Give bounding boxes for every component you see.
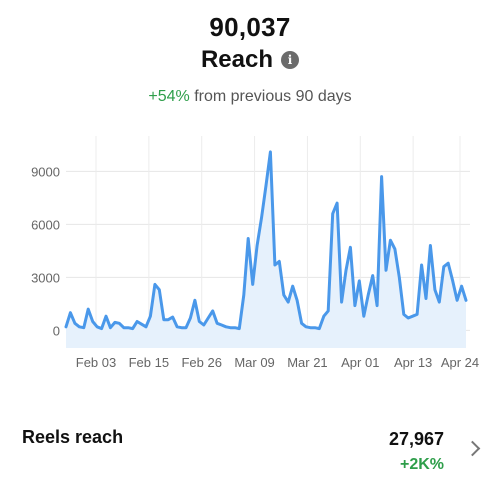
x-tick-label: Apr 01 xyxy=(341,355,379,370)
x-tick-label: Feb 26 xyxy=(181,355,221,370)
x-tick-label: Apr 24 xyxy=(441,355,479,370)
x-tick-label: Apr 13 xyxy=(394,355,432,370)
reels-reach-label: Reels reach xyxy=(22,427,124,447)
y-tick-label: 0 xyxy=(53,323,60,338)
x-tick-label: Mar 21 xyxy=(287,355,327,370)
total-reach-value: 90,037 xyxy=(209,12,291,42)
comparison-text: +54% from previous 90 days xyxy=(0,88,500,106)
metric-title-row: Reach i xyxy=(0,44,500,76)
reels-reach-row[interactable]: Reels reach 27,967 +2K% xyxy=(0,420,500,480)
metric-title: Reach xyxy=(200,46,274,73)
reels-reach-value: 27,967 xyxy=(388,429,444,449)
reach-area xyxy=(66,151,466,348)
reach-chart: 0 3000 6000 9000 Feb 03 Feb 15 Feb 26 Mar 09 Mar… xyxy=(31,136,479,370)
comparison-period: from previous 90 days xyxy=(194,88,352,105)
change-percent: +54% xyxy=(148,88,190,105)
reels-reach-change: +2K% xyxy=(399,456,444,473)
y-tick-label: 9000 xyxy=(31,164,60,179)
y-tick-label: 6000 xyxy=(31,217,60,232)
y-tick-label: 3000 xyxy=(31,270,60,285)
chevron-right-icon[interactable] xyxy=(464,440,481,457)
reach-line xyxy=(64,150,468,331)
x-tick-label: Feb 03 xyxy=(76,355,116,370)
x-tick-label: Mar 09 xyxy=(234,355,274,370)
x-tick-label: Feb 15 xyxy=(129,355,169,370)
info-icon[interactable]: i xyxy=(281,51,300,69)
